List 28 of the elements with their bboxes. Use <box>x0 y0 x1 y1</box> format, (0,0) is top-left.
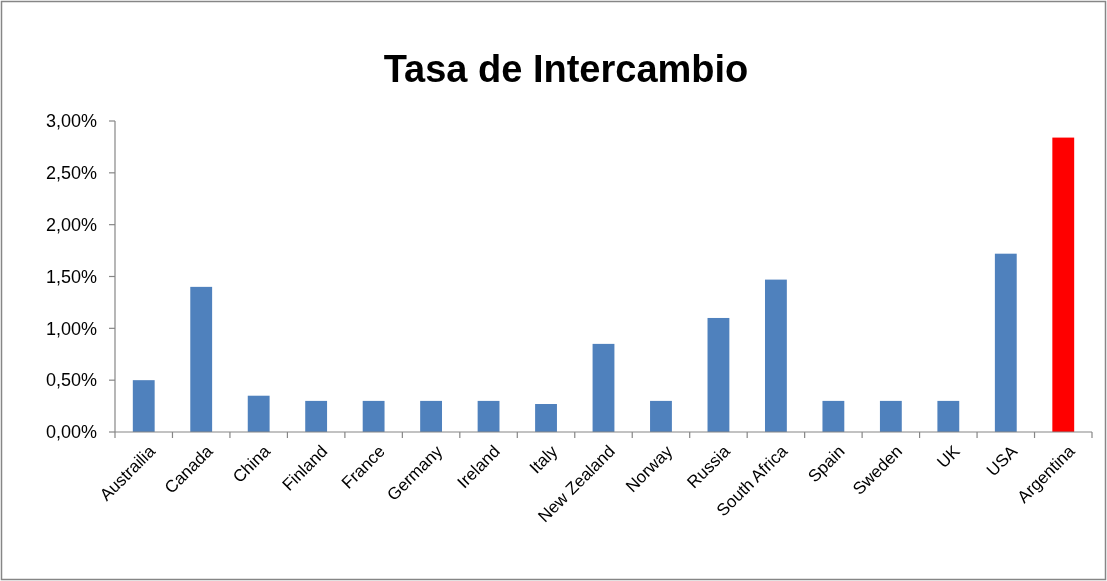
chart-title: Tasa de Intercambio <box>383 48 749 90</box>
bar <box>650 400 672 432</box>
bar <box>1052 137 1075 432</box>
bar <box>305 400 328 432</box>
bar <box>822 400 845 432</box>
bar <box>132 380 155 432</box>
x-tick-label: UK <box>933 441 965 472</box>
y-tick-label: 0,00% <box>45 422 97 443</box>
y-tick-label: 1,00% <box>45 318 97 339</box>
bar <box>994 253 1017 432</box>
x-tick-label: USA <box>982 441 1022 480</box>
bar <box>420 400 443 432</box>
bar <box>879 400 902 432</box>
bar <box>937 400 960 432</box>
bar <box>247 395 270 432</box>
bar <box>477 400 500 432</box>
y-tick-label: 1,50% <box>45 266 97 287</box>
y-tick-label: 3,00% <box>45 111 97 132</box>
bar <box>592 343 615 432</box>
bar <box>190 286 213 432</box>
y-tick-label: 0,50% <box>45 370 97 391</box>
x-tick-label: Italy <box>525 441 562 478</box>
y-tick-label: 2,00% <box>45 214 97 235</box>
bar <box>535 404 557 432</box>
bar <box>764 279 787 432</box>
y-tick-label: 2,50% <box>45 163 97 184</box>
bar <box>362 400 385 432</box>
bar <box>707 317 730 432</box>
